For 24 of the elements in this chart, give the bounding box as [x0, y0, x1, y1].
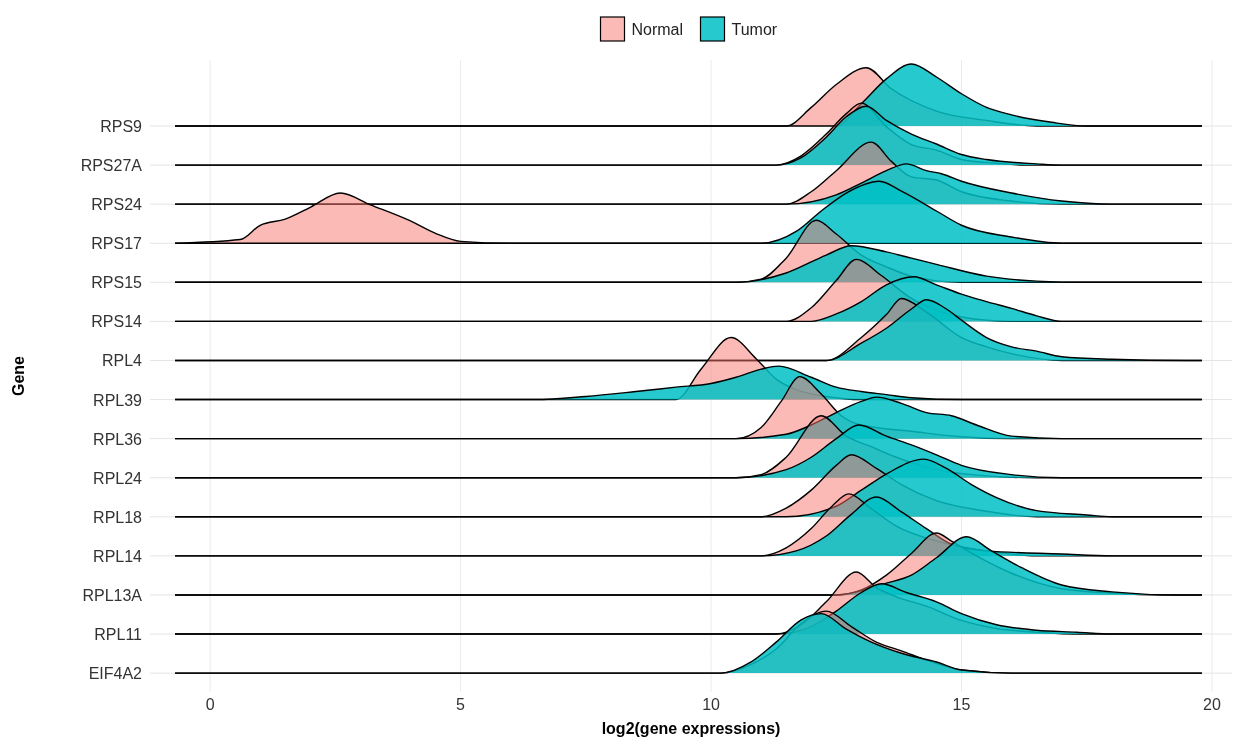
y-axis-title: RPS15: [91, 274, 143, 292]
x-tick-label: 0: [205, 696, 215, 713]
y-axis-title: RPS14: [91, 313, 143, 331]
y-axis-title: RPL4: [101, 352, 143, 370]
y-axis-title: RPS27A: [80, 157, 143, 175]
x-tick-label: 15: [952, 696, 971, 713]
y-axis-title: RPS9: [100, 118, 143, 135]
y-axis-title: EIF4A2: [88, 665, 143, 683]
x-tick-label: 20: [1203, 696, 1221, 713]
legend-label: Normal: [631, 21, 684, 38]
legend-label: Tumor: [731, 21, 778, 38]
y-axis-title: RPL24: [93, 469, 143, 487]
y-axis-title: RPL13A: [82, 586, 143, 604]
y-axis-title: RPL11: [94, 626, 143, 644]
y-axis-title: RPS24: [91, 196, 143, 214]
x-tick-label: 5: [456, 696, 466, 713]
y-axis-title: RPL36: [93, 430, 143, 448]
y-axis-title: RPS17: [91, 235, 143, 253]
text: Gene: [10, 355, 27, 397]
x-tick-label: 10: [702, 696, 721, 713]
x-axis-title: log2(gene expressions): [601, 720, 781, 737]
y-axis-title: RPL39: [93, 391, 143, 409]
y-axis-title: RPL14: [93, 547, 143, 565]
y-axis-title: RPL18: [93, 508, 143, 526]
